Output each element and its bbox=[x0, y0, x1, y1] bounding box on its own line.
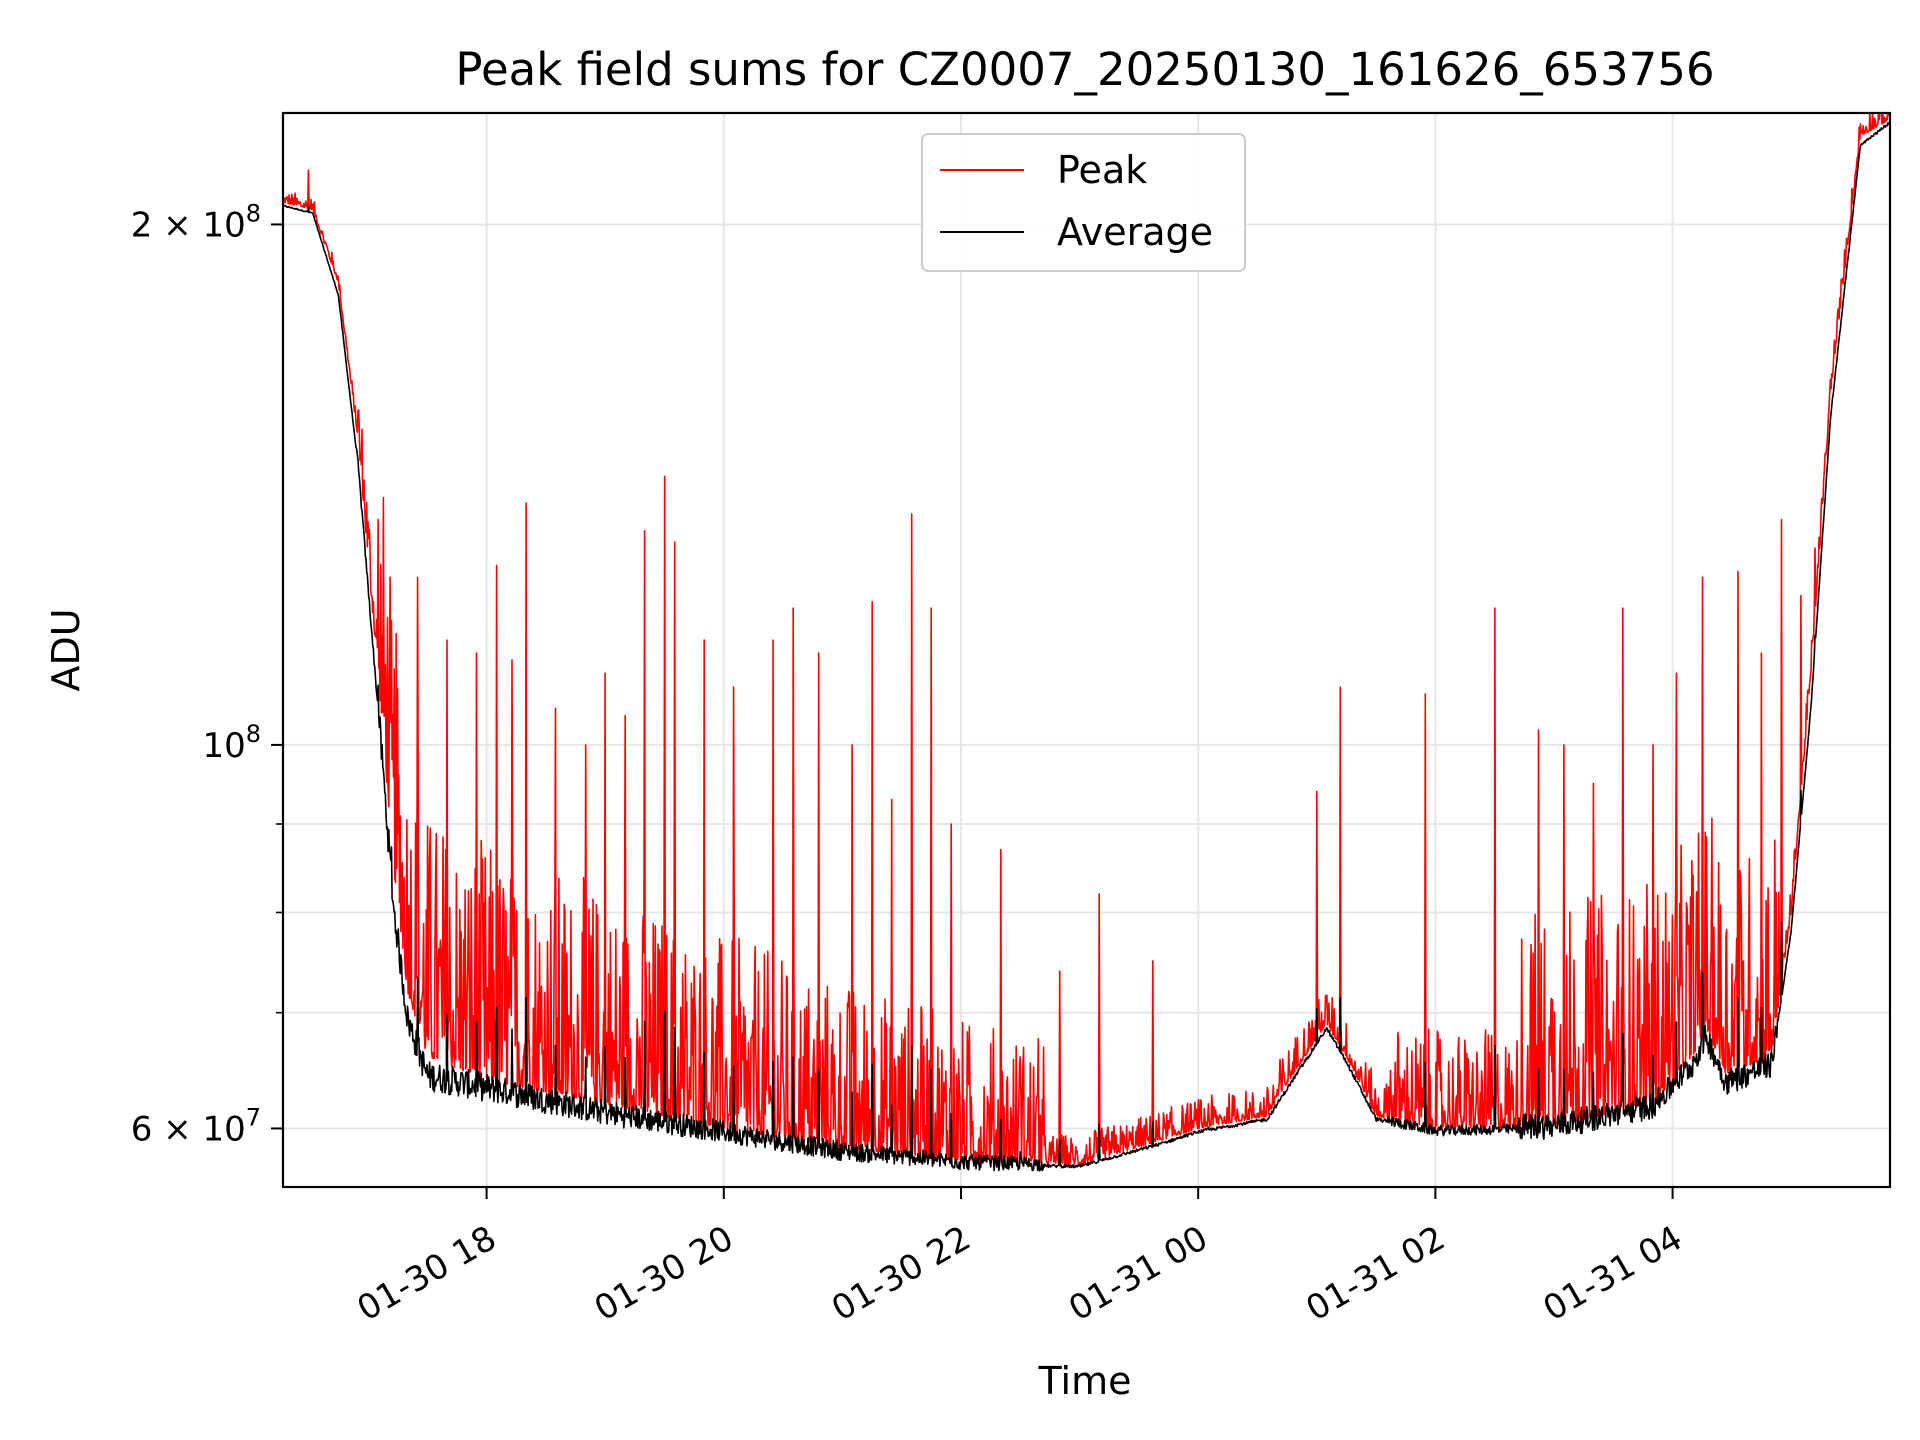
legend-box bbox=[921, 133, 1246, 272]
y-tick-label: 2 × 108 bbox=[131, 199, 261, 245]
y-tick-label: 6 × 107 bbox=[131, 1103, 261, 1149]
y-axis-ticks: 6 × 107 108 2 × 108 bbox=[131, 199, 283, 1149]
legend: Peak Average bbox=[921, 133, 1246, 272]
y-axis-label: ADU bbox=[44, 608, 88, 691]
legend-label-peak: Peak bbox=[1057, 148, 1147, 192]
plot-frame bbox=[281, 111, 1892, 1189]
y-tick-label: 108 bbox=[202, 720, 261, 766]
x-axis-label: Time bbox=[1038, 1359, 1132, 1403]
chart-title: Peak field sums for CZ0007_20250130_1616… bbox=[455, 43, 1714, 96]
series-line-average bbox=[283, 121, 1890, 1172]
legend-label-average: Average bbox=[1057, 210, 1213, 254]
